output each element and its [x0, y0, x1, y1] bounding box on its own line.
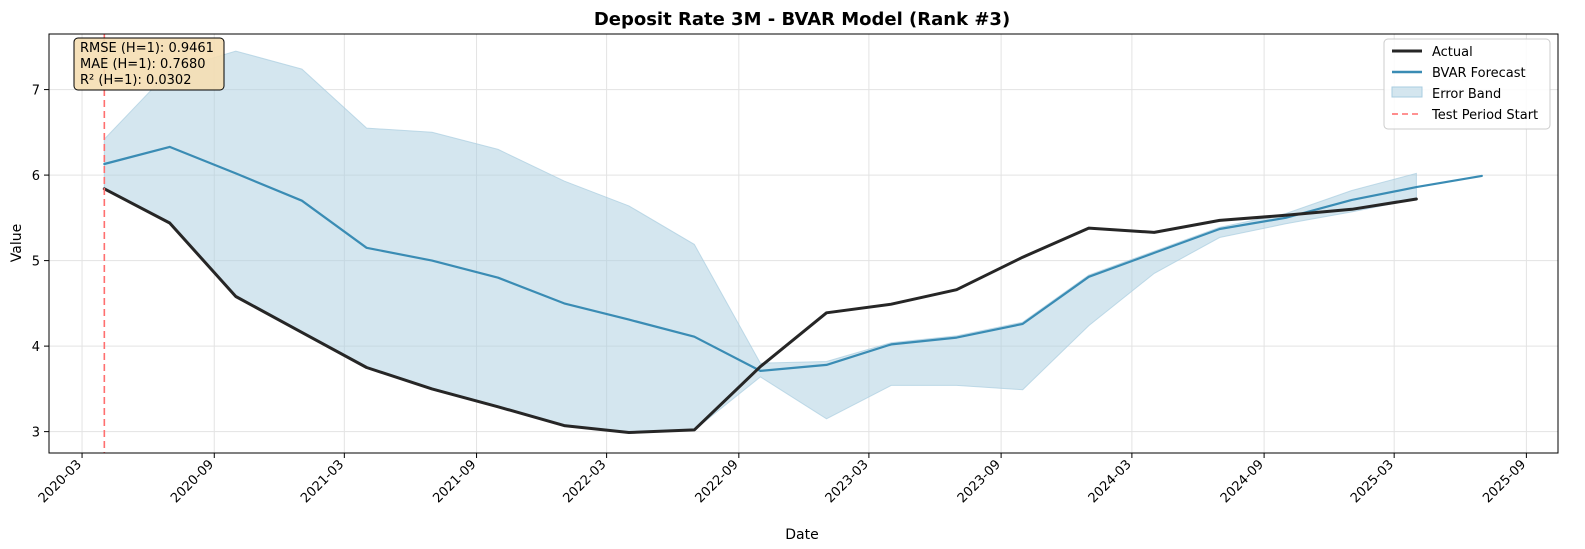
- x-tick-label: 2024-03: [1086, 457, 1135, 506]
- x-tick-label: 2025-03: [1348, 457, 1397, 506]
- y-tick-label: 7: [32, 84, 40, 99]
- x-tick-label: 2021-03: [298, 457, 347, 506]
- y-tick-label: 6: [32, 169, 40, 184]
- plot-frame: [48, 33, 1559, 454]
- series-lines: [102, 145, 1483, 434]
- x-tick-label: 2024-09: [1218, 457, 1267, 506]
- y-tick-label: 5: [32, 255, 40, 270]
- x-axis-ticks: 2020-03 2020-09 2021-03 2021-09 2022-03 2022-…: [36, 453, 1529, 506]
- x-tick-label: 2022-09: [693, 457, 742, 506]
- forecast-line: [103, 145, 1483, 372]
- x-tick-label: 2021-09: [430, 457, 479, 506]
- actual-line: [102, 187, 1418, 434]
- metric-rmse: RMSE (H=1): 0.9461: [80, 41, 214, 56]
- x-tick-label: 2020-09: [168, 457, 217, 506]
- x-tick-label: 2023-09: [955, 457, 1004, 506]
- legend-label-forecast: BVAR Forecast: [1432, 66, 1526, 81]
- metric-r2: R² (H=1): 0.0302: [80, 73, 191, 88]
- x-tick-label: 2022-03: [560, 457, 609, 506]
- legend-frame: [1383, 38, 1551, 130]
- x-tick-label: 2020-03: [36, 457, 85, 506]
- metric-mae: MAE (H=1): 0.7680: [80, 57, 206, 72]
- legend-label-actual: Actual: [1432, 45, 1473, 60]
- error-band-layer: [103, 50, 1417, 434]
- legend-label-error-band: Error Band: [1432, 87, 1501, 102]
- x-tick-label: 2025-09: [1480, 457, 1529, 506]
- y-axis-label: Value: [9, 224, 25, 262]
- chart-title: Deposit Rate 3M - BVAR Model (Rank #3): [594, 9, 1010, 30]
- x-axis-label: Date: [785, 527, 818, 543]
- legend-label-test-start: Test Period Start: [1431, 108, 1538, 123]
- metrics-annotation-box: RMSE (H=1): 0.9461 MAE (H=1): 0.7680 R² …: [73, 37, 225, 91]
- legend-swatch-error-band: [1391, 86, 1423, 98]
- y-axis-ticks: 3 4 5 6 7: [32, 84, 49, 441]
- y-tick-label: 4: [32, 340, 40, 355]
- y-tick-label: 3: [32, 426, 40, 441]
- x-tick-label: 2023-03: [823, 457, 872, 506]
- error-band: [103, 50, 1417, 434]
- legend: Actual BVAR Forecast Error Band Test Per…: [1383, 38, 1551, 130]
